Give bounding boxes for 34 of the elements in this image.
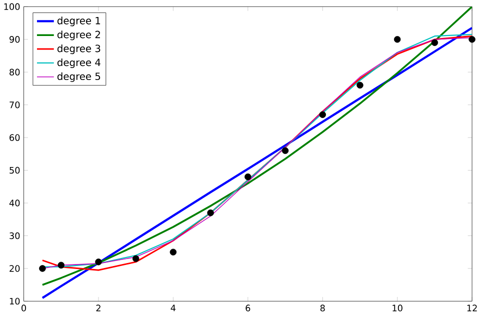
- x-tick-label: 10: [392, 304, 402, 312]
- y-tick-label: 50: [10, 167, 20, 174]
- point: [394, 36, 401, 43]
- point: [244, 174, 252, 180]
- point: [282, 147, 289, 154]
- point: [207, 210, 214, 216]
- point: [39, 265, 46, 272]
- y-tick-label: 90: [10, 36, 20, 43]
- x-tick-label: 8: [320, 304, 325, 312]
- legend-label: degree 4: [57, 58, 100, 68]
- y-tick-label: 30: [10, 232, 20, 240]
- legend-label: degree 1: [57, 16, 100, 26]
- point: [319, 111, 326, 118]
- y-tick-label: 60: [10, 134, 20, 142]
- y-tick-label: 10: [10, 298, 20, 305]
- point: [431, 39, 438, 46]
- point: [95, 258, 102, 266]
- x-tick-label: 4: [170, 304, 176, 312]
- y-tick-label: 100: [4, 3, 20, 10]
- point: [132, 255, 140, 262]
- point: [356, 82, 364, 89]
- x-tick-label: 12: [467, 304, 477, 312]
- y-tick-label: 20: [10, 265, 20, 272]
- y-tick-label: 70: [10, 102, 20, 108]
- y-tick-label: 80: [10, 68, 20, 76]
- point: [58, 262, 64, 269]
- y-tick-label: 40: [9, 200, 20, 207]
- legend-label: degree 3: [57, 44, 100, 54]
- x-tick-label: 2: [96, 304, 100, 312]
- x-tick-label: 6: [246, 304, 250, 312]
- point: [170, 248, 177, 256]
- legend-label: degree 5: [57, 72, 100, 82]
- legend-label: degree 2: [57, 30, 100, 40]
- x-tick-label: 0: [22, 304, 26, 312]
